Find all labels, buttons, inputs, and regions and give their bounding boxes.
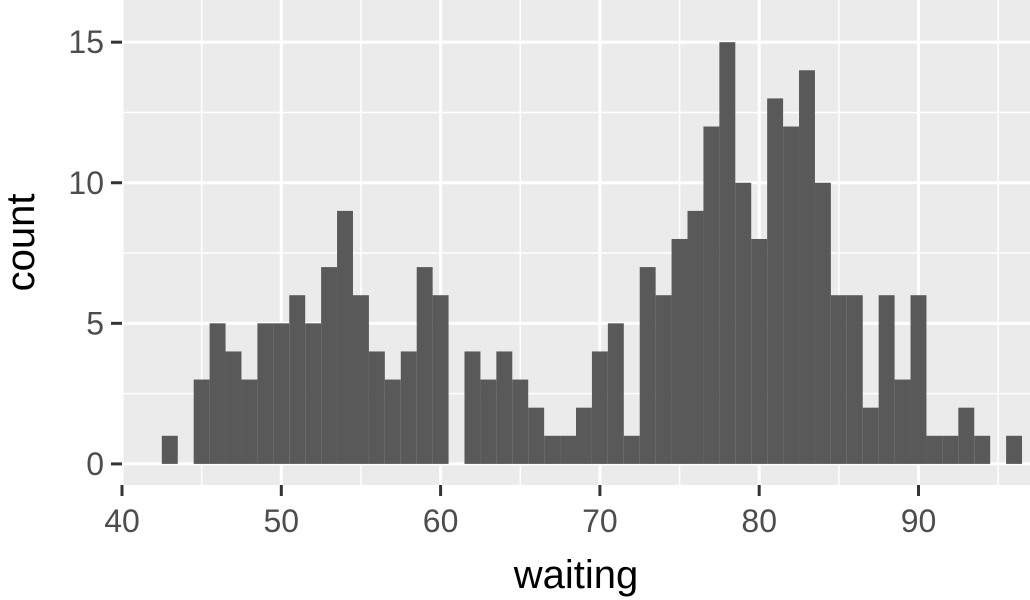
- x-axis: 40 50 60 70 80 90: [104, 485, 936, 539]
- histogram-bar: [751, 238, 768, 464]
- y-axis-title: count: [0, 194, 43, 292]
- histogram-bar: [241, 379, 258, 464]
- histogram-bar: [799, 70, 815, 464]
- histogram-bar: [878, 295, 895, 464]
- histogram-bar: [560, 435, 576, 464]
- y-tick-label: 10: [68, 165, 104, 201]
- histogram-bar: [942, 435, 959, 464]
- histogram-bar: [352, 295, 369, 464]
- x-tick-label: 70: [582, 503, 618, 539]
- histogram-bar: [384, 379, 401, 464]
- histogram-bar: [512, 379, 529, 464]
- histogram-bar: [623, 435, 640, 464]
- histogram-bar: [432, 295, 449, 464]
- y-tick-label: 0: [86, 446, 104, 482]
- x-axis-title: waiting: [513, 553, 639, 597]
- histogram-bar: [607, 323, 624, 464]
- histogram-bar: [576, 407, 592, 464]
- histogram-bar: [1006, 435, 1023, 464]
- histogram-bar: [719, 42, 736, 464]
- histogram-bar: [703, 126, 720, 464]
- x-tick-label: 40: [104, 503, 140, 539]
- y-tick-label: 15: [68, 24, 104, 60]
- histogram-bar: [193, 379, 210, 464]
- histogram-bar: [257, 323, 274, 464]
- histogram-bar: [528, 407, 545, 464]
- histogram-bar: [655, 295, 672, 464]
- histogram-bar: [894, 379, 911, 464]
- histogram-bar: [926, 435, 943, 464]
- histogram-bar: [814, 182, 831, 464]
- histogram-bar: [209, 323, 226, 464]
- histogram-bar: [958, 407, 975, 464]
- histogram-bar: [273, 323, 290, 464]
- histogram-bar: [496, 351, 513, 464]
- histogram-bar: [671, 238, 688, 464]
- histogram-bar: [225, 351, 242, 464]
- histogram-bar: [337, 210, 353, 464]
- histogram-bar: [846, 295, 863, 464]
- histogram-bar: [830, 295, 847, 464]
- x-tick-label: 50: [264, 503, 300, 539]
- histogram-bar: [767, 98, 784, 464]
- y-tick-label: 5: [86, 305, 104, 341]
- histogram-bar: [544, 435, 561, 464]
- histogram-bar: [400, 351, 417, 464]
- histogram-bar: [735, 182, 752, 464]
- histogram-bar: [368, 351, 385, 464]
- histogram-bar: [480, 379, 497, 464]
- histogram-bar: [862, 407, 879, 464]
- histogram-bar: [639, 267, 656, 464]
- histogram-bar: [783, 126, 800, 464]
- histogram-bar: [687, 210, 704, 464]
- histogram-bars: [161, 42, 1023, 464]
- histogram-bar: [416, 267, 433, 464]
- histogram-bar: [305, 323, 322, 464]
- x-tick-label: 80: [741, 503, 777, 539]
- x-tick-label: 90: [901, 503, 937, 539]
- x-tick-label: 60: [423, 503, 459, 539]
- histogram-bar: [161, 435, 178, 464]
- histogram-bar: [289, 295, 306, 464]
- histogram-bar: [464, 351, 481, 464]
- y-axis: 0 5 10 15: [68, 24, 122, 482]
- histogram-bar: [591, 351, 608, 464]
- histogram-bar: [974, 435, 991, 464]
- histogram-bar: [910, 295, 927, 464]
- histogram-bar: [321, 267, 338, 464]
